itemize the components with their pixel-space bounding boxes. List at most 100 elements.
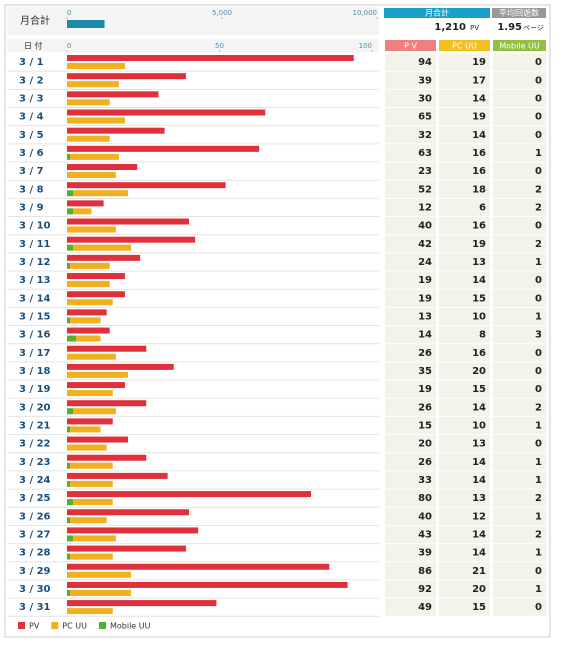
cell-value: 10 — [472, 311, 486, 322]
cell-value: 15 — [472, 602, 486, 613]
cell-bg — [439, 525, 490, 544]
cell-bg — [493, 489, 546, 507]
avg-header: 平均回遊数 — [499, 8, 539, 18]
cell-bg — [439, 471, 490, 489]
cell-bg — [385, 380, 436, 398]
date-label: 3 / 1 — [19, 57, 44, 68]
pc-uu-bar — [76, 335, 101, 342]
cell-value: 19 — [418, 293, 432, 304]
legend-label: Mobile UU — [110, 622, 151, 631]
cell-value: 19 — [418, 384, 432, 395]
cell-bg — [439, 271, 490, 289]
pv-bar — [67, 73, 186, 80]
date-label: 3 / 16 — [19, 330, 51, 341]
cell-bg — [493, 362, 546, 380]
pc-uu-bar — [73, 244, 132, 251]
x-tick-label: 0 — [67, 42, 71, 50]
pv-bar — [67, 273, 125, 280]
pv-bar — [67, 164, 138, 171]
cell-bg — [493, 144, 546, 162]
cell-value: 16 — [472, 148, 486, 159]
pc-uu-bar — [73, 208, 92, 215]
pc-uu-bar — [67, 99, 110, 106]
cell-value: 13 — [472, 493, 486, 504]
cell-value: 16 — [472, 166, 486, 177]
pv-bar — [67, 327, 110, 334]
cell-bg — [493, 344, 546, 362]
cell-value: 26 — [418, 348, 432, 359]
cell-value: 14 — [472, 457, 486, 468]
cell-bg — [493, 162, 546, 180]
mobile-uu-bar — [67, 190, 74, 197]
cell-bg — [385, 289, 436, 307]
date-label: 3 / 18 — [19, 366, 51, 377]
cell-bg — [439, 598, 490, 616]
pc-uu-bar — [70, 262, 110, 269]
cell-value: 2 — [535, 402, 542, 413]
pv-bar — [67, 581, 348, 588]
date-label: 3 / 31 — [19, 602, 51, 613]
date-label: 3 / 26 — [19, 511, 51, 522]
avg-header-bg — [492, 8, 546, 18]
cell-value: 0 — [535, 57, 542, 68]
cell-bg — [493, 198, 546, 217]
date-label: 3 / 11 — [19, 239, 51, 250]
cell-value: 92 — [418, 584, 432, 595]
cell-value: 0 — [535, 366, 542, 377]
avg-unit: ページ — [523, 24, 544, 32]
date-label: 3 / 2 — [19, 75, 44, 86]
date-label: 3 / 20 — [19, 402, 51, 413]
cell-bg — [493, 180, 546, 198]
pc-uu-bar — [73, 408, 116, 415]
mobile-uu-bar — [67, 553, 71, 560]
cell-value: 13 — [472, 257, 486, 268]
cell-bg — [493, 235, 546, 253]
pv-bar — [67, 218, 189, 225]
date-label: 3 / 5 — [19, 130, 44, 141]
mobile-uu-bar — [67, 262, 71, 269]
pc-uu-bar — [67, 299, 113, 306]
mobile-uu-bar — [67, 153, 71, 160]
cell-value: 14 — [472, 402, 486, 413]
cell-bg — [385, 162, 436, 180]
cell-bg — [385, 71, 436, 89]
mobile-uu-bar — [67, 408, 74, 415]
cell-value: 43 — [418, 530, 432, 541]
pc-uu-bar — [67, 571, 132, 578]
mobile-uu-bar — [67, 244, 74, 251]
pv-bar — [67, 145, 260, 152]
cell-value: 21 — [472, 566, 486, 577]
date-label: 3 / 29 — [19, 566, 51, 577]
pv-bar — [67, 545, 186, 552]
cell-bg — [439, 126, 490, 144]
cell-bg — [493, 253, 546, 271]
cell-value: 3 — [535, 330, 542, 341]
cell-value: 86 — [418, 566, 432, 577]
total-pv-unit: PV — [470, 24, 479, 32]
cell-bg — [439, 235, 490, 253]
cell-value: 19 — [472, 239, 486, 250]
cell-bg — [493, 289, 546, 307]
pc-uu-bar — [67, 444, 107, 451]
pv-bar — [67, 527, 199, 534]
cell-bg — [439, 562, 490, 580]
cell-bg — [385, 126, 436, 144]
pc-uu-bar — [70, 553, 113, 560]
pc-uu-bar — [70, 517, 107, 524]
date-label: 3 / 21 — [19, 420, 51, 431]
cell-bg — [439, 289, 490, 307]
pc-uu-bar — [70, 589, 132, 596]
summary-tick-label: 5,000 — [212, 9, 232, 17]
cell-value: 94 — [418, 57, 432, 68]
mobile-uu-bar — [67, 499, 74, 506]
cell-bg — [493, 562, 546, 580]
mobile-uu-bar — [67, 589, 71, 596]
date-label: 3 / 10 — [19, 221, 51, 232]
pv-bar — [67, 91, 159, 98]
cell-value: 19 — [472, 112, 486, 123]
pc-uu-bar — [67, 63, 125, 69]
cell-bg — [439, 217, 490, 235]
date-label: 3 / 3 — [19, 93, 44, 104]
cell-value: 1 — [535, 148, 542, 159]
cell-bg — [493, 271, 546, 289]
